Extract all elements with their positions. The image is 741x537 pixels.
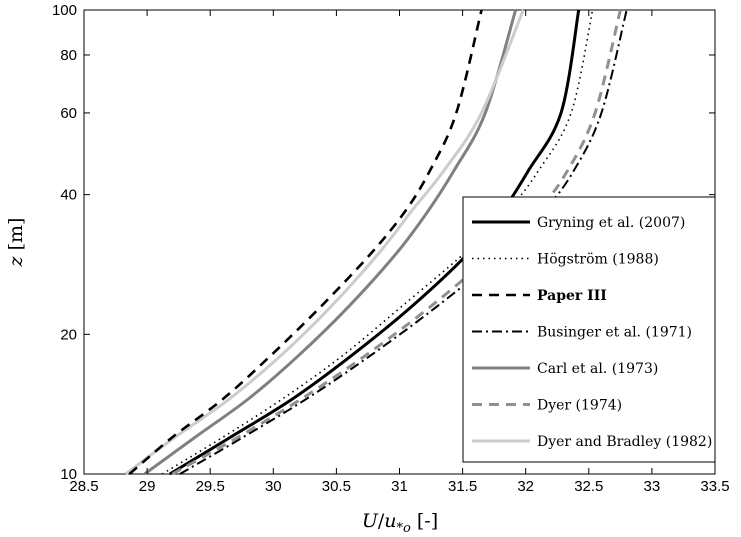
x-tick-label: 33 xyxy=(644,478,661,495)
y-axis: 10 20 40 60 80 100 xyxy=(52,2,715,483)
y-tick-label: 80 xyxy=(60,47,77,64)
y-tick-label: 100 xyxy=(52,2,77,19)
x-tick-label: 32.5 xyxy=(574,478,603,495)
y-tick-label: 40 xyxy=(60,187,77,204)
series-line-1 xyxy=(169,9,581,476)
legend-entries: Gryning et al. (2007) Högström (1988) Pape… xyxy=(472,215,712,450)
x-tick-label: 31 xyxy=(391,478,408,495)
series-line-6 xyxy=(171,9,622,476)
x-tick-label: 29.5 xyxy=(196,478,225,495)
x-axis: 28.5 29 29.5 30 30.5 31 31.5 32 32.5 33 33.5 xyxy=(69,10,730,495)
x-tick-label: 32 xyxy=(517,478,534,495)
y-tick-label: 60 xyxy=(60,105,77,122)
legend-box xyxy=(462,196,716,463)
legend-label: Businger et al. (1971) xyxy=(537,325,692,341)
legend-label: Dyer (1974) xyxy=(537,398,622,414)
y-tick-label: 10 xyxy=(60,466,77,483)
x-tick-label: 28.5 xyxy=(69,478,98,495)
x-tick-label: 31.5 xyxy=(448,478,477,495)
legend-label: Gryning et al. (2007) xyxy=(537,215,685,231)
series-line-7 xyxy=(124,9,525,476)
x-tick-label: 33.5 xyxy=(700,478,729,495)
legend-label: Högström (1988) xyxy=(537,252,659,268)
x-tick-label: 29 xyxy=(139,478,156,495)
y-axis-label: z [m] xyxy=(5,218,27,268)
legend-label: Carl et al. (1973) xyxy=(537,361,658,377)
x-tick-label: 30.5 xyxy=(322,478,351,495)
x-tick-label: 30 xyxy=(265,478,282,495)
series-line-5 xyxy=(143,9,518,476)
y-tick-label: 20 xyxy=(60,326,77,343)
legend-label: Dyer and Bradley (1982) xyxy=(537,434,712,450)
series-line-2 xyxy=(161,9,594,475)
legend: Gryning et al. (2007) Högström (1988) Pape… xyxy=(462,196,716,463)
legend-label: Paper III xyxy=(537,288,607,304)
x-axis-label: U/u*o [-] xyxy=(362,510,438,536)
